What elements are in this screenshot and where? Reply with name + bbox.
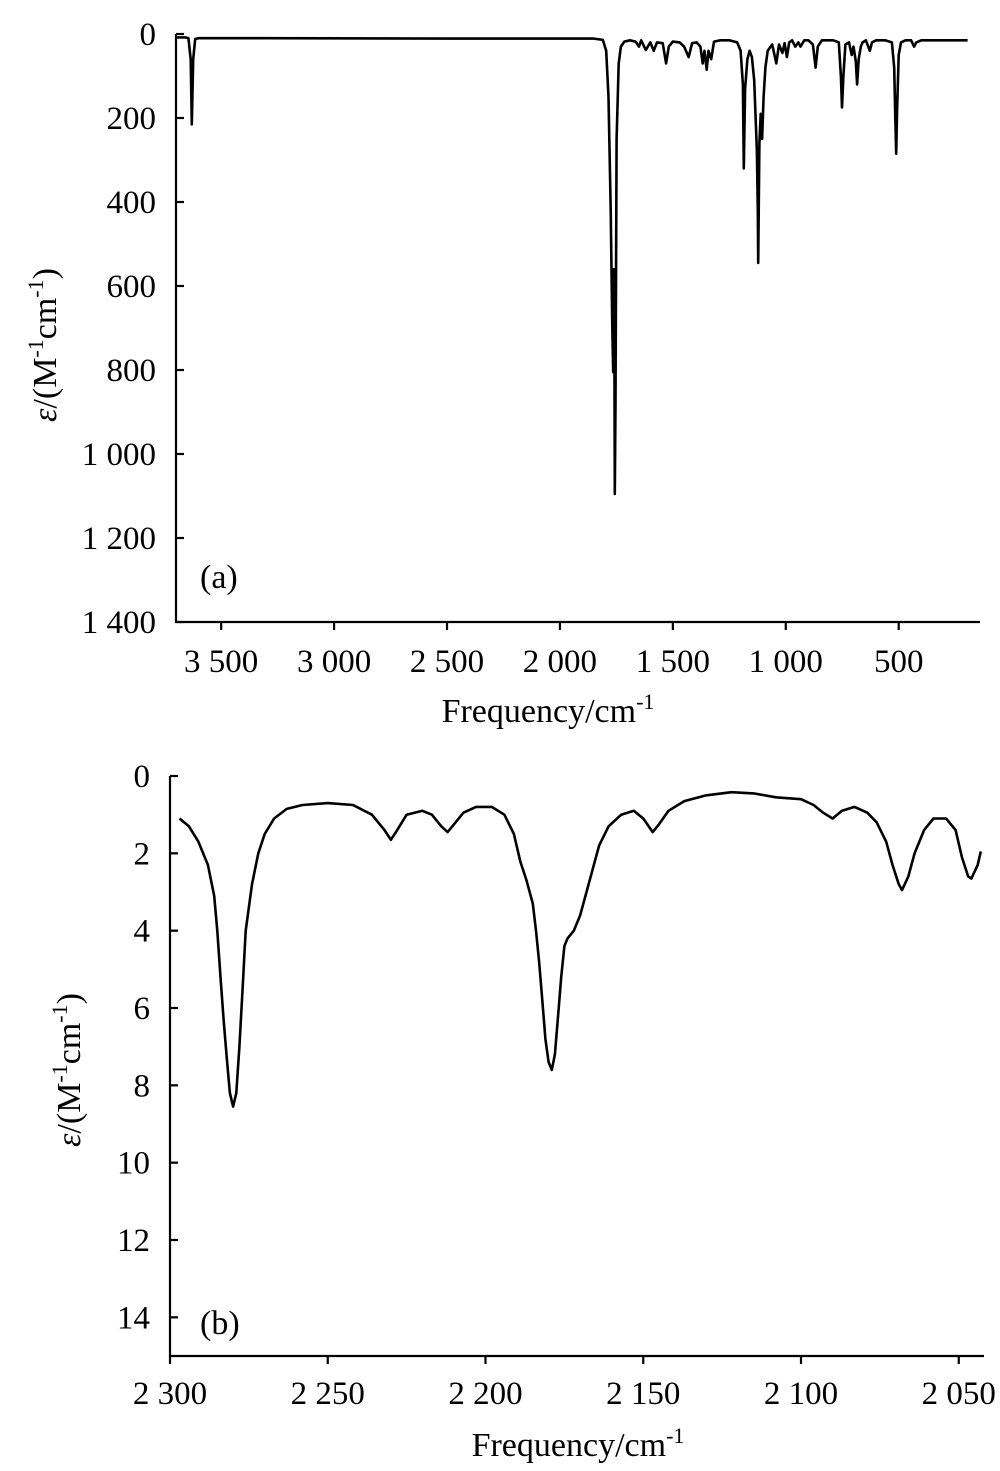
y-tick-label: 4 (134, 914, 151, 950)
y-tick-label: 8 (134, 1068, 151, 1104)
panel-b-axes (168, 776, 984, 1358)
y-tick-label: 2 (134, 836, 151, 872)
x-tick-label: 2 300 (133, 1376, 207, 1412)
x-tick-label: 2 150 (606, 1376, 680, 1412)
panel-a-x-ticks: 3 500 3 000 2 500 2 000 1 500 1 000 500 (184, 622, 923, 680)
y-tick-label: 14 (117, 1300, 150, 1336)
x-tick-label: 2 200 (448, 1376, 522, 1412)
panel-a-spectrum-line (177, 36, 968, 496)
y-tick-label: 1 200 (82, 521, 156, 557)
panel-b-label: (b) (200, 1305, 240, 1342)
panel-b-spectrum-line (178, 790, 983, 1108)
y-tick-label: 10 (117, 1146, 150, 1182)
y-tick-label: 600 (107, 269, 157, 305)
panel-b: 0 2 4 6 8 10 12 14 2 300 2 250 2 200 2 150 2 100 2 0… (47, 759, 996, 1464)
y-tick-label: 1 400 (82, 605, 156, 641)
panel-a: 0 200 400 600 800 1 000 1 200 1 400 3 500 3 000 2… (23, 17, 980, 730)
x-tick-label: 1 000 (749, 644, 823, 680)
panel-a-y-ticks: 0 200 400 600 800 1 000 1 200 1 400 (82, 17, 184, 641)
panel-a-axes (174, 34, 980, 624)
x-tick-label: 2 100 (764, 1376, 838, 1412)
panel-b-y-ticks: 0 2 4 6 8 10 12 14 (117, 759, 178, 1336)
panel-b-x-axis-label: Frequency/cm-1 (472, 1423, 685, 1464)
y-tick-label: 12 (117, 1223, 150, 1259)
x-tick-label: 1 500 (636, 644, 710, 680)
panel-a-label: (a) (200, 559, 238, 596)
panel-b-x-ticks: 2 300 2 250 2 200 2 150 2 100 2 050 (133, 1356, 996, 1412)
x-tick-label: 3 000 (297, 644, 371, 680)
y-tick-label: 6 (134, 991, 151, 1027)
panel-a-x-axis-label: Frequency/cm-1 (442, 689, 655, 730)
x-tick-label: 2 000 (523, 644, 597, 680)
x-tick-label: 3 500 (184, 644, 258, 680)
x-tick-label: 2 500 (410, 644, 484, 680)
x-tick-label: 2 250 (291, 1376, 365, 1412)
y-tick-label: 800 (107, 353, 157, 389)
y-tick-label: 0 (134, 759, 151, 795)
x-tick-label: 2 050 (922, 1376, 996, 1412)
y-tick-label: 0 (140, 17, 157, 53)
panel-b-y-axis-label: ε/(M-1cm-1) (47, 993, 88, 1147)
y-tick-label: 1 000 (82, 437, 156, 473)
panel-a-y-axis-label: ε/(M-1cm-1) (23, 268, 64, 422)
y-tick-label: 400 (107, 185, 157, 221)
y-tick-label: 200 (107, 101, 157, 137)
x-tick-label: 500 (874, 644, 924, 680)
